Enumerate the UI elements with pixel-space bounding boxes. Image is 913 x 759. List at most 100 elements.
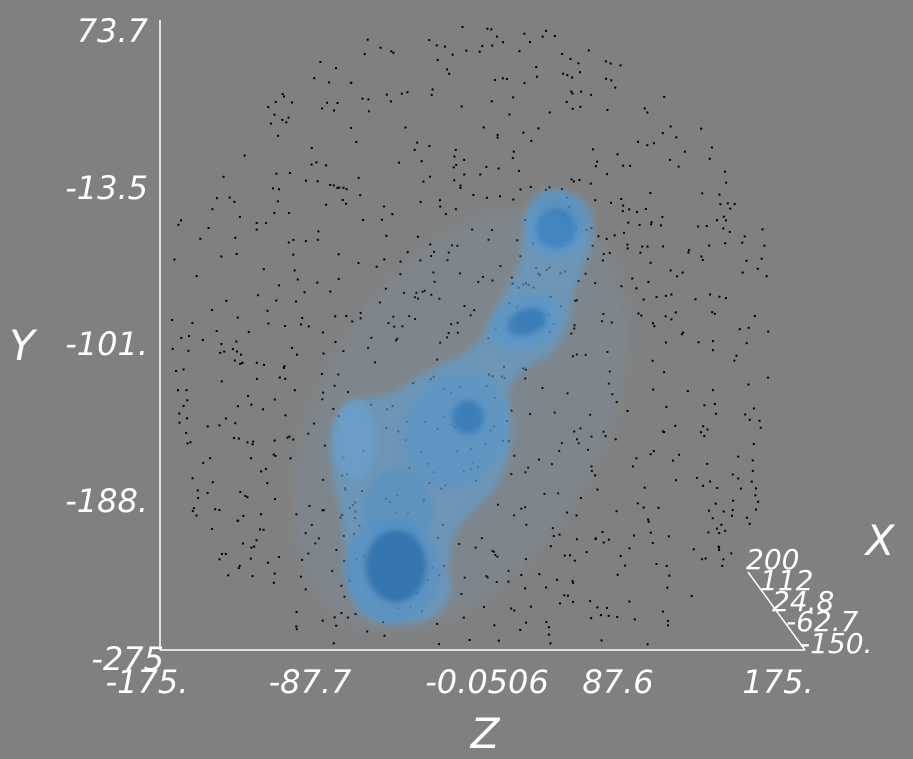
scatter-point	[321, 331, 324, 334]
scatter-point	[292, 253, 295, 256]
scatter-point	[199, 237, 202, 240]
scatter-point	[662, 245, 665, 248]
scatter-point	[571, 92, 574, 95]
scatter-point	[220, 343, 223, 345]
scatter-point	[670, 318, 673, 321]
scatter-point	[653, 325, 656, 328]
scatter-point	[661, 132, 664, 135]
scatter-point	[329, 290, 332, 293]
scatter-point	[237, 567, 240, 570]
scatter-point	[463, 158, 466, 161]
scatter-point	[454, 148, 457, 151]
scatter-point	[700, 127, 703, 130]
scatter-point	[284, 377, 287, 380]
scatter-point	[668, 158, 671, 161]
scatter-point	[537, 127, 540, 130]
z-tick-label: 87.6	[582, 663, 653, 701]
scatter-point	[211, 208, 214, 211]
scatter-point	[363, 53, 366, 56]
scatter-point	[214, 508, 217, 511]
scatter-point	[520, 574, 523, 576]
scatter-point	[579, 105, 582, 108]
scatter-point	[511, 157, 514, 160]
scatter-point	[192, 507, 195, 510]
scatter-point	[737, 455, 740, 458]
scatter-point	[748, 418, 751, 421]
scatter-point	[465, 49, 468, 52]
scatter-point	[332, 642, 335, 645]
scatter-point	[267, 106, 270, 109]
scatter-point	[649, 531, 652, 534]
scatter-point	[538, 573, 541, 576]
scatter-point	[247, 395, 250, 398]
scatter-point	[607, 538, 610, 541]
scatter-point	[380, 218, 383, 221]
scatter-point	[728, 230, 731, 233]
scatter-point	[594, 199, 597, 202]
scatter-point	[616, 615, 619, 618]
scatter-point	[662, 430, 664, 433]
scatter-point	[638, 224, 641, 226]
z-tick-label: -175.	[106, 663, 189, 701]
scatter-point	[712, 340, 714, 343]
scatter-point	[351, 320, 354, 323]
scatter-point	[218, 558, 221, 561]
scatter-point	[766, 376, 769, 379]
scatter-point	[616, 573, 619, 576]
scatter-point	[391, 213, 394, 216]
scatter-point	[605, 77, 607, 80]
scatter-point	[724, 242, 727, 245]
scatter-point	[305, 179, 307, 182]
scatter-point	[755, 508, 757, 511]
scatter-point	[655, 296, 658, 298]
scatter-point	[255, 377, 258, 380]
scatter-point	[219, 351, 222, 354]
scatter-point	[288, 435, 291, 438]
scatter-point	[502, 41, 505, 44]
scatter-point	[572, 600, 574, 603]
scatter-point	[228, 196, 231, 199]
scatter-point	[265, 222, 267, 225]
scatter-point	[287, 116, 290, 119]
scatter-point	[628, 208, 631, 211]
scatter-point	[266, 561, 269, 564]
scatter-point	[646, 111, 649, 114]
scatter-point	[439, 199, 441, 202]
scatter-point	[644, 208, 647, 210]
scatter-point	[259, 528, 261, 531]
scatter-point	[243, 154, 246, 157]
scatter-point	[642, 298, 645, 301]
scatter-point	[759, 426, 762, 429]
z-axis-title: Z	[470, 709, 501, 758]
scatter-point	[278, 376, 281, 379]
scatter-point	[626, 410, 629, 412]
y-tick-label: -275	[91, 640, 164, 678]
scatter-point	[633, 534, 635, 537]
scatter-point	[664, 294, 667, 297]
scatter-point	[663, 96, 666, 98]
scatter-point	[317, 230, 320, 233]
scatter-point	[244, 494, 247, 497]
scatter-point	[247, 331, 250, 334]
scatter-point	[608, 251, 611, 254]
scatter-point	[512, 96, 515, 99]
scatter-point	[646, 245, 649, 248]
scatter-point	[589, 182, 592, 185]
scatter-point	[493, 624, 496, 627]
scatter-point	[438, 643, 440, 646]
scatter-point	[439, 205, 442, 208]
scatter-point	[481, 45, 484, 48]
scatter-point	[713, 312, 716, 315]
scatter-point	[758, 419, 761, 422]
scatter-point	[547, 626, 550, 629]
scatter-point	[596, 606, 599, 609]
scatter-point	[713, 402, 716, 405]
scatter-point	[596, 488, 599, 491]
scatter-point	[319, 61, 322, 63]
scatter-point	[273, 572, 276, 575]
scatter-point	[602, 541, 605, 544]
scatter-point	[455, 163, 458, 166]
scatter-point	[626, 247, 629, 250]
scatter-point	[221, 552, 223, 555]
scatter-point	[283, 365, 286, 368]
